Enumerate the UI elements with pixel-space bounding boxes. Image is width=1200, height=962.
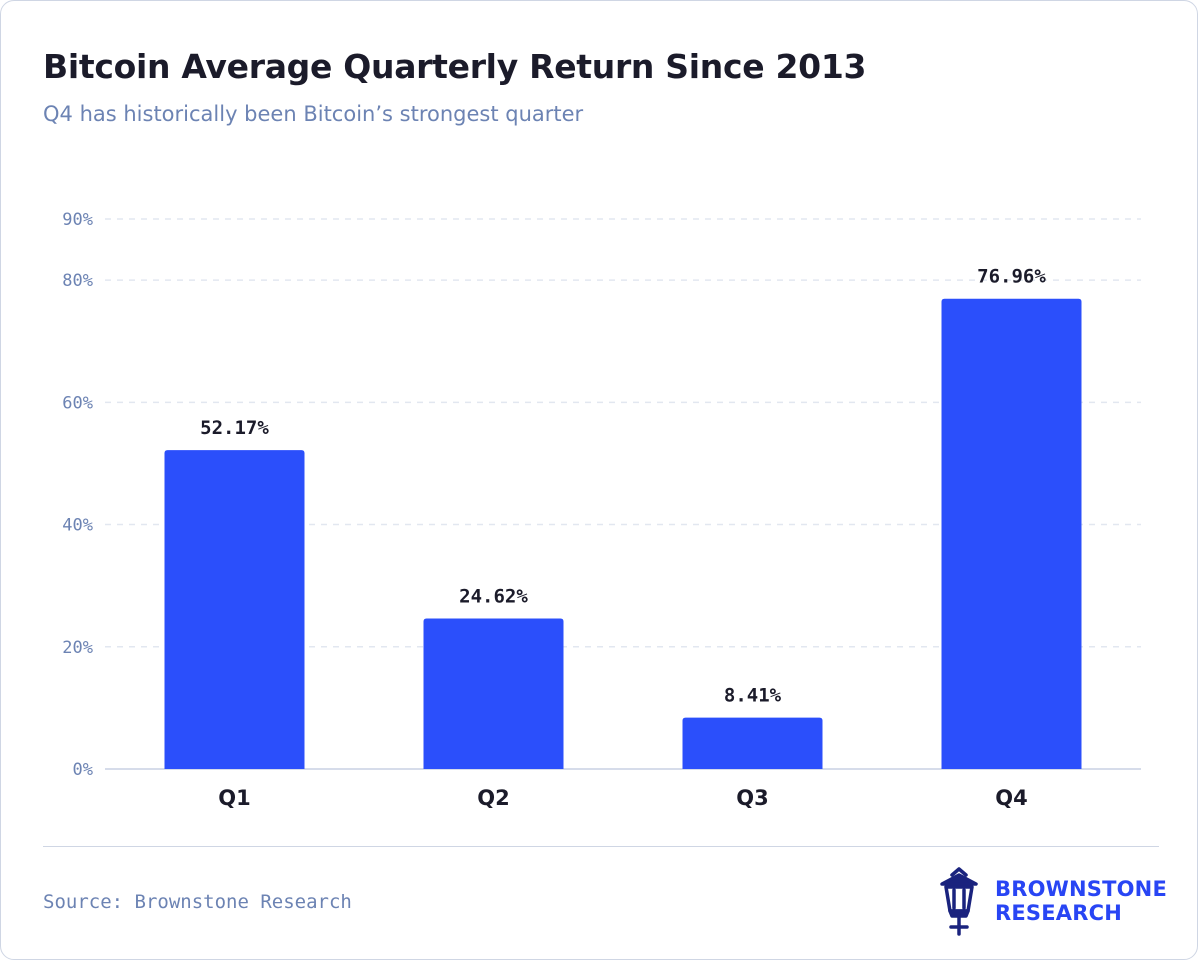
y-axis-ticks: 0% 20% 40% 60% 80% 90%	[62, 210, 93, 780]
bar-q1	[164, 450, 305, 769]
logo-wordmark-line1: BROWNSTONE	[995, 877, 1167, 901]
footer-divider	[43, 846, 1159, 847]
data-label-q4: 76.96%	[977, 266, 1046, 288]
x-tick-label-q2: Q2	[477, 786, 509, 810]
y-tick-label: 0%	[73, 760, 93, 780]
chart-subtitle: Q4 has historically been Bitcoin’s stron…	[43, 102, 584, 126]
y-tick-label: 20%	[62, 638, 93, 658]
y-tick-label: 90%	[62, 210, 93, 230]
y-tick-label: 60%	[62, 393, 93, 413]
chart-title: Bitcoin Average Quarterly Return Since 2…	[43, 47, 867, 86]
lantern-icon	[940, 867, 978, 936]
data-label-q3: 8.41%	[724, 685, 782, 707]
y-tick-label: 80%	[62, 271, 93, 291]
source-note: Source: Brownstone Research	[43, 891, 352, 913]
x-tick-label-q1: Q1	[218, 786, 250, 810]
bars	[164, 298, 1082, 769]
data-labels: 52.17% 24.62% 8.41% 76.96%	[200, 266, 1046, 707]
data-label-q1: 52.17%	[200, 417, 269, 439]
bar-chart: 0% 20% 40% 60% 80% 90% 52.17% 24.62% 8.41% 76.96…	[62, 210, 1141, 810]
bar-q3	[682, 717, 823, 769]
x-axis-ticks: Q1 Q2 Q3 Q4	[218, 786, 1027, 810]
x-tick-label-q3: Q3	[736, 786, 768, 810]
brand-logo: BROWNSTONE RESEARCH	[931, 867, 1171, 937]
bar-q4	[941, 298, 1082, 769]
data-label-q2: 24.62%	[459, 586, 528, 608]
x-tick-label-q4: Q4	[995, 786, 1027, 810]
bar-q2	[423, 618, 564, 769]
logo-wordmark-line2: RESEARCH	[995, 901, 1122, 925]
y-tick-label: 40%	[62, 516, 93, 536]
